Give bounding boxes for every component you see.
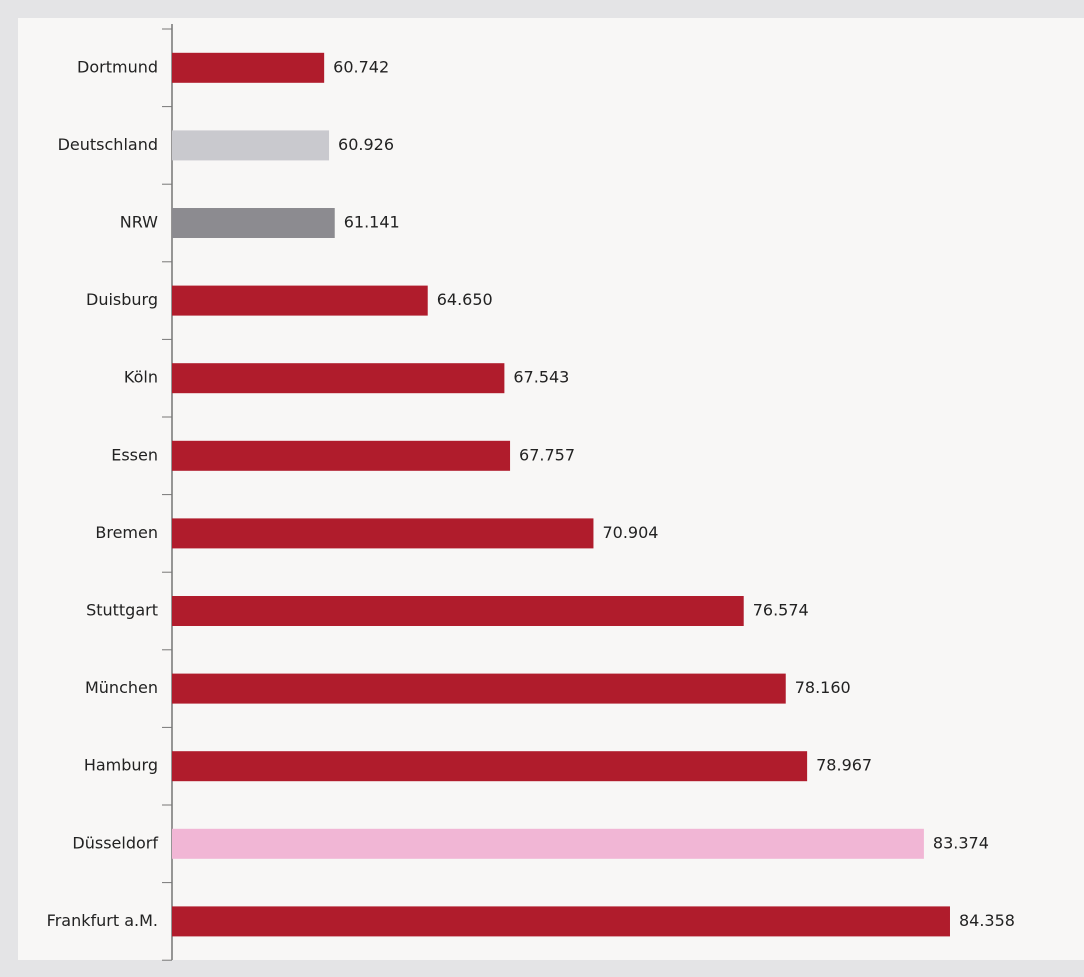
value-label: 83.374 bbox=[933, 833, 989, 852]
bar bbox=[172, 363, 505, 394]
category-label: Deutschland bbox=[58, 135, 158, 154]
value-label: 60.742 bbox=[333, 57, 389, 76]
value-label: 60.926 bbox=[338, 135, 394, 154]
value-label: 70.904 bbox=[602, 523, 658, 542]
category-label: Essen bbox=[111, 445, 158, 464]
category-label: Bremen bbox=[95, 523, 158, 542]
value-label: 84.358 bbox=[959, 911, 1015, 930]
value-label: 76.574 bbox=[753, 601, 809, 620]
category-label: Duisburg bbox=[86, 290, 158, 309]
value-label: 64.650 bbox=[437, 290, 493, 309]
bar bbox=[172, 596, 744, 626]
value-label: 78.967 bbox=[816, 756, 872, 775]
bar bbox=[172, 751, 808, 782]
category-label: Stuttgart bbox=[86, 601, 158, 620]
category-label: NRW bbox=[120, 213, 158, 232]
value-label: 78.160 bbox=[795, 678, 851, 697]
panel bbox=[18, 18, 1084, 960]
bar bbox=[172, 518, 594, 549]
category-label: Düsseldorf bbox=[72, 833, 158, 852]
value-label: 61.141 bbox=[344, 213, 400, 232]
bar bbox=[172, 906, 950, 937]
bar bbox=[172, 208, 335, 238]
category-label: Hamburg bbox=[84, 756, 158, 775]
category-label: Köln bbox=[124, 368, 158, 387]
bar bbox=[172, 130, 330, 161]
bar bbox=[172, 673, 786, 704]
category-label: Frankfurt a.M. bbox=[47, 911, 158, 930]
bar bbox=[172, 828, 924, 859]
bar bbox=[172, 52, 325, 83]
bar bbox=[172, 440, 511, 471]
category-label: München bbox=[85, 678, 158, 697]
value-label: 67.543 bbox=[513, 368, 569, 387]
bar bbox=[172, 285, 428, 316]
category-label: Dortmund bbox=[77, 57, 158, 76]
value-label: 67.757 bbox=[519, 445, 575, 464]
